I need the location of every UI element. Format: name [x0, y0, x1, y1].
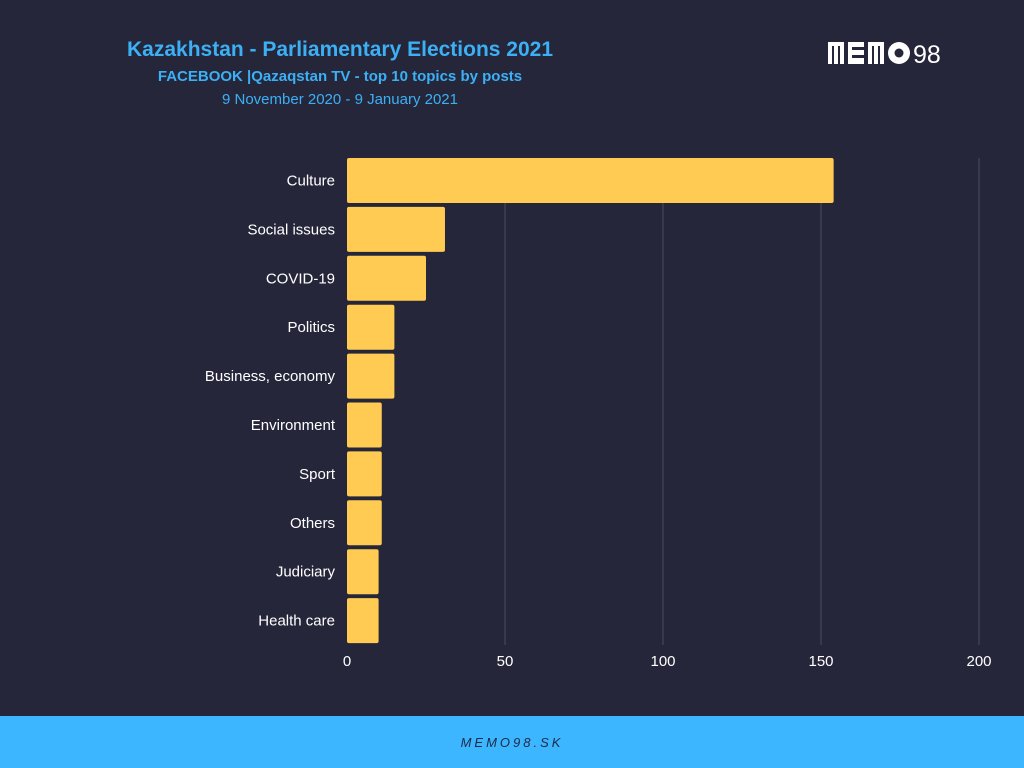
category-label: Politics	[287, 319, 335, 336]
bar	[347, 500, 382, 546]
category-label: Social issues	[247, 221, 335, 238]
category-label: Culture	[287, 173, 335, 190]
category-label: Others	[290, 515, 335, 532]
grid-lines	[504, 158, 980, 645]
bar	[347, 549, 379, 595]
logo-text: 98	[913, 41, 941, 66]
bar	[347, 158, 834, 203]
bar	[347, 598, 379, 644]
memo98-logo: 98	[828, 41, 941, 66]
bar	[347, 451, 382, 497]
category-label: Sport	[299, 466, 336, 483]
chart-title: Kazakhstan - Parliamentary Elections 202…	[126, 38, 554, 61]
bar	[347, 402, 382, 448]
x-tick-label: 200	[966, 653, 991, 670]
bar	[347, 206, 445, 252]
category-label: COVID-19	[266, 270, 335, 287]
x-tick-labels: 0 50 100 150 200	[343, 653, 992, 670]
x-tick-label: 100	[650, 653, 675, 670]
bar	[347, 255, 426, 301]
bars	[347, 158, 834, 644]
x-tick-label: 150	[808, 653, 833, 670]
x-tick-label: 50	[497, 653, 514, 670]
date-range: 9 November 2020 - 9 January 2021	[222, 91, 458, 108]
category-labels: Culture Social issues COVID-19 Politics Busi…	[205, 173, 336, 630]
category-label: Health care	[258, 613, 335, 630]
bar	[347, 304, 395, 350]
footer-link[interactable]: MEMO98.SK	[460, 734, 564, 750]
category-label: Judiciary	[276, 564, 336, 581]
bar-chart: Culture Social issues COVID-19 Politics Busi…	[205, 158, 992, 670]
footer-bar: MEMO98.SK	[0, 716, 1024, 768]
chart-subtitle: FACEBOOK |Qazaqstan TV - top 10 topics b…	[157, 68, 523, 85]
bar	[347, 353, 395, 399]
category-label: Environment	[251, 417, 336, 434]
category-label: Business, economy	[205, 368, 336, 385]
x-tick-label: 0	[343, 653, 351, 670]
